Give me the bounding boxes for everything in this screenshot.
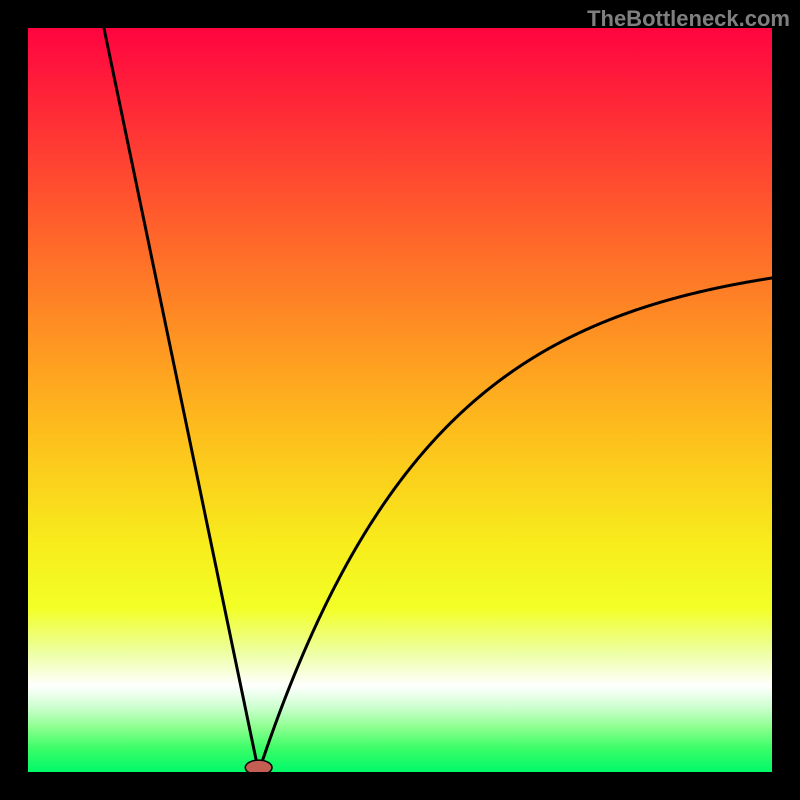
watermark-text: TheBottleneck.com [587, 6, 790, 32]
plot-svg [28, 28, 772, 772]
chart-stage: TheBottleneck.com [0, 0, 800, 800]
optimal-point-marker [245, 760, 272, 772]
plot-background [28, 28, 772, 772]
